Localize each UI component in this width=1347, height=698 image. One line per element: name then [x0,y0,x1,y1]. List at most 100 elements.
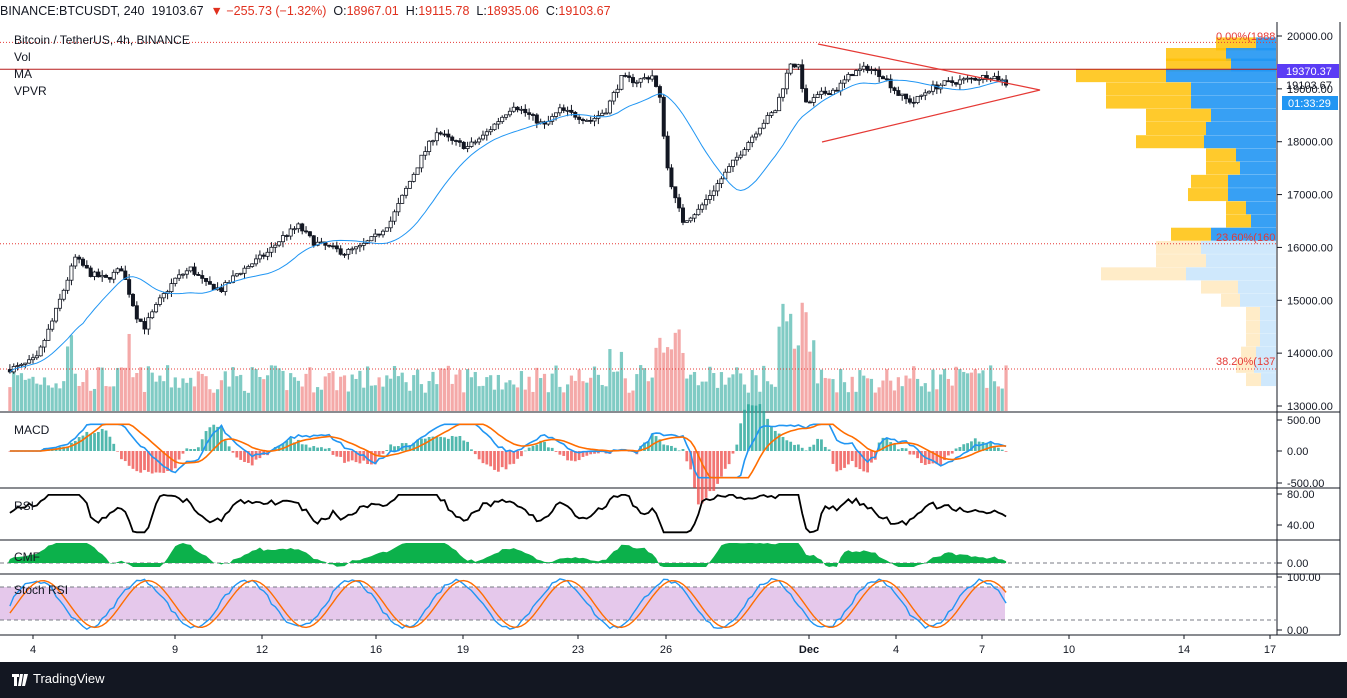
vol-label[interactable]: Vol [14,50,31,64]
macd-histogram-bar [689,451,693,470]
vpvr-buy [1261,373,1276,387]
volume-bar [404,382,408,411]
candles[interactable] [7,59,1009,374]
candle-body [338,248,343,255]
candle-body [527,112,532,115]
macd-line [9,423,1007,479]
brand-name[interactable]: TradingView [33,671,105,686]
macd-histogram-bar [981,441,985,451]
volume-bar [473,371,477,411]
volume-bar [796,345,800,411]
volume-bar [262,379,266,411]
cmf-label[interactable]: CMF [14,550,40,564]
candle-body [484,131,489,136]
candle-body [161,293,166,299]
candle-body [900,93,905,96]
tradingview-logo-icon[interactable] [12,672,28,686]
candle-body [754,133,759,138]
candle-body [107,277,112,280]
candle-body [504,114,509,118]
macd-histogram-bar [712,451,716,491]
candle-body [288,228,293,237]
volume-bar [735,367,739,411]
volume-bar [265,375,270,411]
rsi-label[interactable]: RSI [14,499,34,513]
ma-line [9,79,1007,373]
candle-body [15,365,20,367]
macd-histogram-bar [685,451,689,462]
candle-body [380,230,385,236]
macd-histogram-bar [896,449,900,451]
candle-body [630,77,635,84]
macd-histogram-bar [839,451,843,471]
macd-histogram-bar [723,451,727,469]
candle-body [361,242,366,246]
chart-canvas[interactable]: 20000.00 19000.00 18000.00 17000.00 16000.00… [0,22,1347,662]
vpvr-sell [1206,148,1236,162]
candle-body [623,75,628,77]
candle-body [407,180,412,189]
candle-body [854,70,859,77]
macd-histogram-bar [516,451,519,459]
candle-body [600,112,605,116]
price-axis[interactable]: 20000.00 19000.00 18000.00 17000.00 16000.00… [1277,31,1333,637]
candle-body [357,244,362,248]
vpvr-label[interactable]: VPVR [14,84,47,98]
symbol-title[interactable]: BINANCE:BTCUSDT, 240 [0,4,145,18]
macd-histogram-bar [377,451,381,456]
volume-bar [789,313,793,411]
volume-bar [827,378,831,411]
candle-body [700,204,705,210]
candle-body [188,266,193,272]
macd-histogram-bar [135,451,139,472]
macd-histogram-bar [193,448,196,451]
macd-histogram-bar [489,451,493,467]
volume-bar [765,381,770,411]
ma-label[interactable]: MA [14,67,32,81]
volume-bar [889,380,893,411]
volume-bar [335,390,339,411]
macd-histogram-bar [112,443,116,451]
volume-bar [719,372,724,411]
volume-bar [273,365,277,411]
macd-histogram-bar [162,451,166,473]
volume-bar [569,375,574,411]
rsi-tick-label: 80.00 [1287,489,1315,501]
volume-bar [119,367,124,411]
candle-body [511,106,516,112]
candle-body [857,68,862,71]
fib-382-label: 38.20%(137 [1216,356,1275,368]
volume-bar [169,387,174,411]
time-axis[interactable]: 4 9 12 16 19 23 26 Dec 4 7 10 14 17 [30,635,1276,656]
symbol-header: BINANCE:BTCUSDT, 240 19103.67 ▼ −255.73 … [0,0,1347,22]
volume-bar [531,391,535,411]
volume-bar [377,377,381,411]
cmf-area [8,543,1007,567]
vpvr-buy [1228,188,1276,202]
candle-body [30,357,35,361]
level-badge [1277,64,1339,78]
candle-body [19,363,24,366]
vpvr-sell [1146,108,1211,122]
macd-label[interactable]: MACD [14,423,50,437]
volume-bar [631,390,635,411]
macd-histogram-bar [385,450,389,451]
candle-body [800,64,805,89]
price-tick-label: 19000.00 [1287,84,1333,96]
macd-histogram-bar [170,451,173,471]
volume-bar [50,387,54,411]
vpvr-sell [1191,174,1228,188]
stoch-label[interactable]: Stoch RSI [14,583,68,597]
volume-bar [12,371,16,411]
candle-body [523,108,528,114]
macd-histogram-bar [935,451,939,465]
candle-body [296,223,301,230]
triangle-drawing[interactable] [817,43,1041,143]
volume-bar [742,384,747,411]
macd-histogram-bar [231,451,235,453]
volume-bar [650,377,654,411]
candle-body [34,355,39,359]
price-tick-label: 18000.00 [1287,137,1333,149]
volume-bar [373,385,377,411]
candle-body [827,93,832,95]
